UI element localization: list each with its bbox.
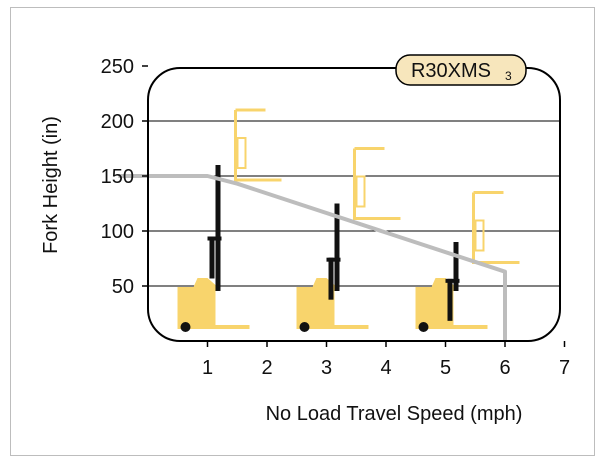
y-tick-label: 100 [101,221,134,243]
truck-ghost-carriage [474,219,485,252]
truck-backrest [328,257,334,300]
truck-forks [334,325,369,329]
truck-forks [453,325,488,329]
truck-backrest [447,278,453,321]
truck-mast [334,203,340,291]
truck-forks [215,325,250,329]
model-badge-subscript: 3 [505,69,512,83]
model-badge-label: R30XMS [411,60,491,82]
plot-area [148,108,560,332]
x-tick-label: 7 [559,357,570,379]
x-tick-label: 3 [321,357,332,379]
truck-backrest [209,236,215,279]
truck-icon [177,108,282,332]
truck-ghost-carriage [236,137,247,169]
truck-wheel [418,322,429,332]
truck-icon [296,147,401,332]
x-tick-label: 4 [380,357,391,379]
x-axis-label: No Load Travel Speed (mph) [266,403,523,425]
truck-body [296,278,335,329]
y-tick-label: 50 [112,276,134,298]
truck-mast [453,242,459,291]
truck-wheel [180,322,191,332]
y-tick-label: 200 [101,111,134,133]
plot-border [147,67,561,342]
y-tick-label: 150 [101,166,134,188]
truck-ghost-mast [472,191,520,264]
x-tick-label: 1 [202,357,213,379]
x-tick-label: 5 [440,357,451,379]
x-tick-label: 2 [261,357,272,379]
truck-ghost-carriage [355,175,366,208]
truck-mast [215,165,221,291]
y-axis-label: Fork Height (in) [40,116,62,254]
y-tick-label: 250 [101,56,134,78]
model-badge [395,54,527,86]
truck-ghost-mast [234,108,282,182]
x-tick-label: 6 [499,357,510,379]
truck-ghost-mast [353,147,401,220]
truck-body [415,278,454,329]
truck-wheel [299,322,310,332]
truck-body [177,278,216,329]
